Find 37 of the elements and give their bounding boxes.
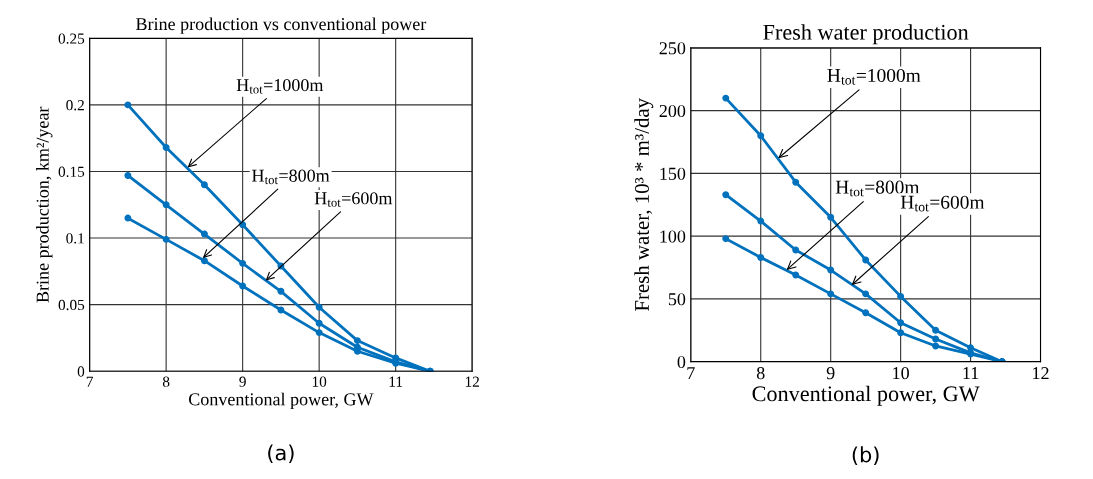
annotation: H$_{tot}$=600m [314,192,393,207]
y-axis-title: Brine production, km²/year [36,106,53,303]
y-tick-label: 200 [659,104,686,118]
y-tick-label: 0.1 [66,233,84,244]
text: (a) [268,444,294,464]
chart-title: Fresh water production [763,24,969,45]
x-tick-label: 12 [465,376,479,387]
x-tick-label: 11 [963,367,979,380]
annotation: H$_{tot}$=1000m [236,79,324,94]
annotation: H$_{tot}$=1000m [827,68,921,85]
y-axis-title: Fresh water, 10³ * m³/day [634,98,654,311]
x-tick-label: 9 [826,367,835,380]
annotation: H$_{tot}$=800m [251,169,330,185]
x-axis-title: Conventional power, GW [752,385,980,406]
x-tick-label: 12 [1033,367,1049,380]
x-tick-label: 8 [756,367,765,380]
y-tick-label: 50 [668,293,686,306]
y-tick-label: 0 [77,366,85,377]
chart-title: Brine production vs conventional power [136,17,427,34]
x-tick-label: 7 [86,376,94,387]
y-tick-label: 0.25 [58,33,85,44]
x-tick-label: 10 [312,376,327,387]
y-tick-label: 250 [659,42,686,55]
y-tick-label: 150 [660,167,686,180]
x-tick-label: 10 [893,367,909,380]
annotation: H$_{tot}$=600m [900,195,985,212]
y-tick-label: 0.2 [66,100,84,111]
x-tick-label: 11 [389,376,403,387]
x-tick-label: 7 [687,367,695,380]
y-tick-label: 0.05 [58,299,85,311]
x-tick-label: 9 [239,376,246,387]
y-tick-label: 0.15 [58,166,85,177]
text: (b) [852,446,879,465]
y-tick-label: 100 [660,230,686,243]
y-tick-label: 0 [677,355,686,369]
x-tick-label: 8 [162,376,170,387]
x-axis-title: Conventional power, GW [188,392,374,410]
